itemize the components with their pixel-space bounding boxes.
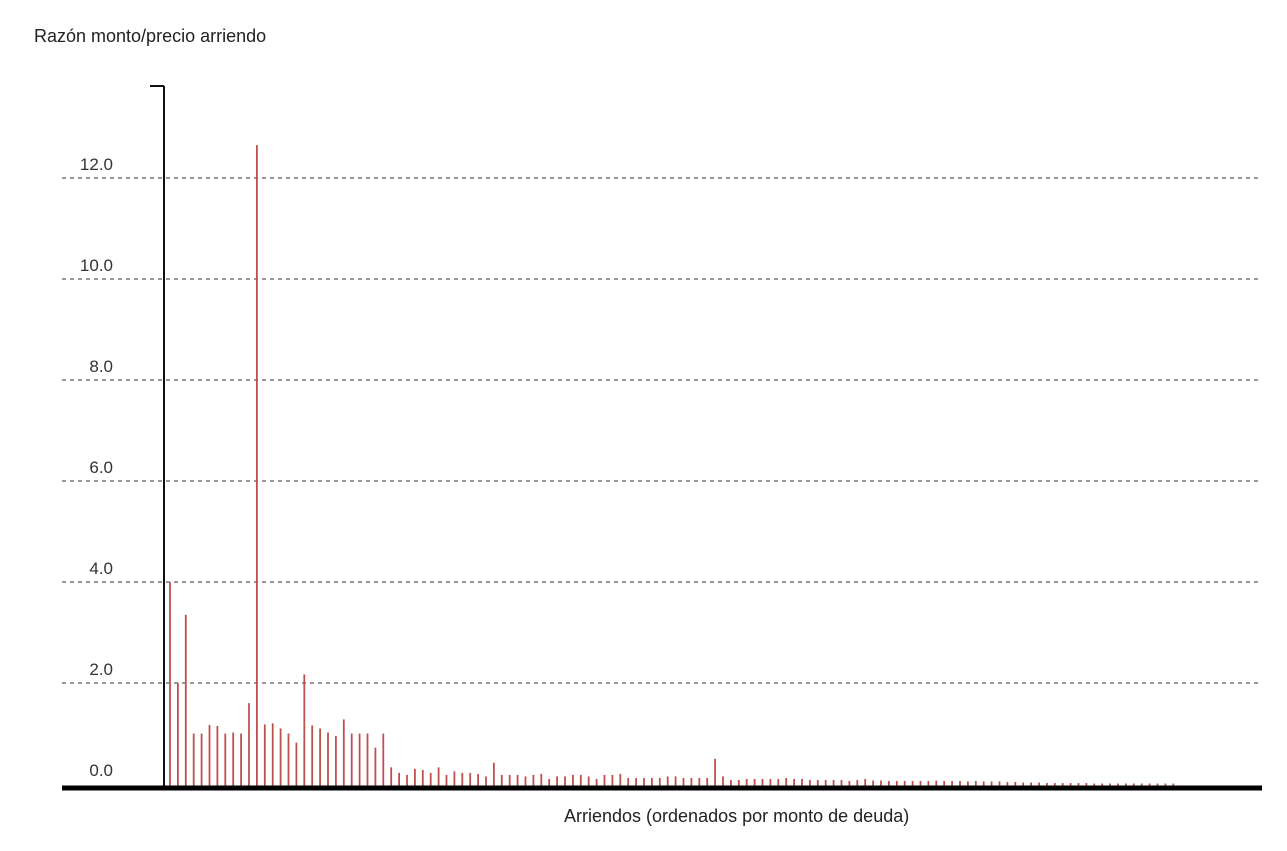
y-tick-label: 6.0: [89, 458, 113, 477]
bars: [169, 145, 1175, 786]
gridlines: [62, 177, 1262, 684]
y-tick-label: 12.0: [80, 155, 113, 174]
y-tick-label: 10.0: [80, 256, 113, 275]
y-tick-label: 4.0: [89, 559, 113, 578]
y-tick-label: 2.0: [89, 660, 113, 679]
y-tick-label: 0.0: [89, 761, 113, 780]
x-axis-title: Arriendos (ordenados por monto de deuda): [564, 806, 910, 826]
y-tick-label: 8.0: [89, 357, 113, 376]
y-tick-labels: 0.0 2.0 4.0 6.0 8.0 10.0 12.0: [80, 155, 113, 780]
y-axis-title: Razón monto/precio arriendo: [34, 26, 267, 46]
